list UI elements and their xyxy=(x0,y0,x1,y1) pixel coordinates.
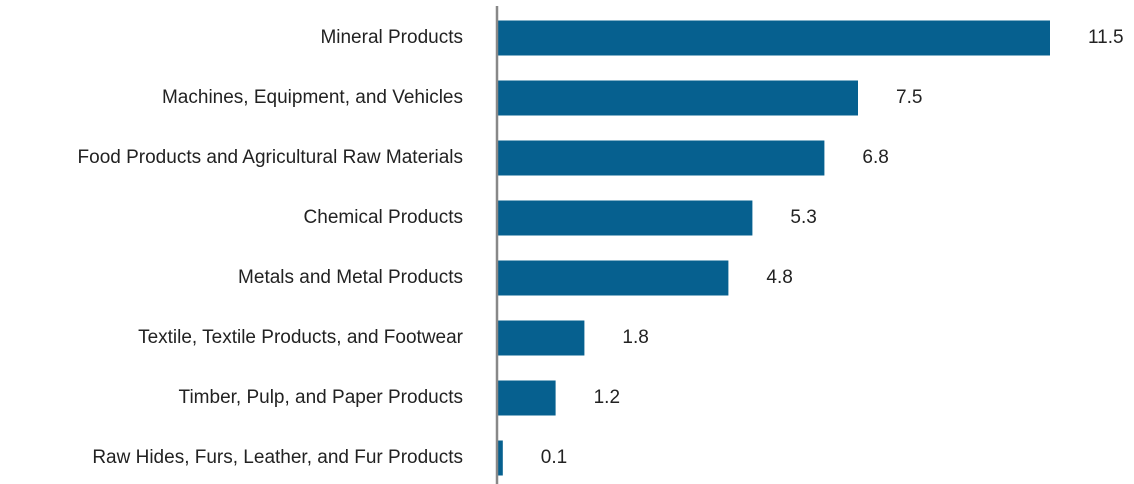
data-label: 4.8 xyxy=(766,267,792,288)
bar xyxy=(498,80,858,116)
bar xyxy=(498,200,753,236)
category-label: Mineral Products xyxy=(320,27,463,48)
data-label: 6.8 xyxy=(862,147,888,168)
category-label: Metals and Metal Products xyxy=(238,267,463,288)
bar xyxy=(498,440,503,476)
category-label: Chemical Products xyxy=(304,207,463,228)
category-labels: Mineral Products Machines, Equipment, and… xyxy=(78,27,464,468)
data-label: 5.3 xyxy=(790,207,816,228)
bar xyxy=(498,20,1050,56)
data-label: 11.5 xyxy=(1088,27,1124,48)
data-label: 1.8 xyxy=(622,327,648,348)
bar xyxy=(498,140,825,176)
category-label: Food Products and Agricultural Raw Mater… xyxy=(78,147,463,168)
bar xyxy=(498,380,556,416)
data-label: 0.1 xyxy=(541,447,567,468)
category-label: Raw Hides, Furs, Leather, and Fur Produc… xyxy=(92,447,463,468)
bar xyxy=(498,320,585,356)
category-label: Machines, Equipment, and Vehicles xyxy=(162,87,463,108)
value-labels: 11.5 7.5 6.8 5.3 4.8 1.8 1.2 0.1 xyxy=(541,27,1124,468)
category-label: Timber, Pulp, and Paper Products xyxy=(179,387,463,408)
bars xyxy=(498,20,1050,476)
data-label: 1.2 xyxy=(594,387,620,408)
bar xyxy=(498,260,729,296)
category-label: Textile, Textile Products, and Footwear xyxy=(138,327,464,348)
data-label: 7.5 xyxy=(896,87,922,108)
